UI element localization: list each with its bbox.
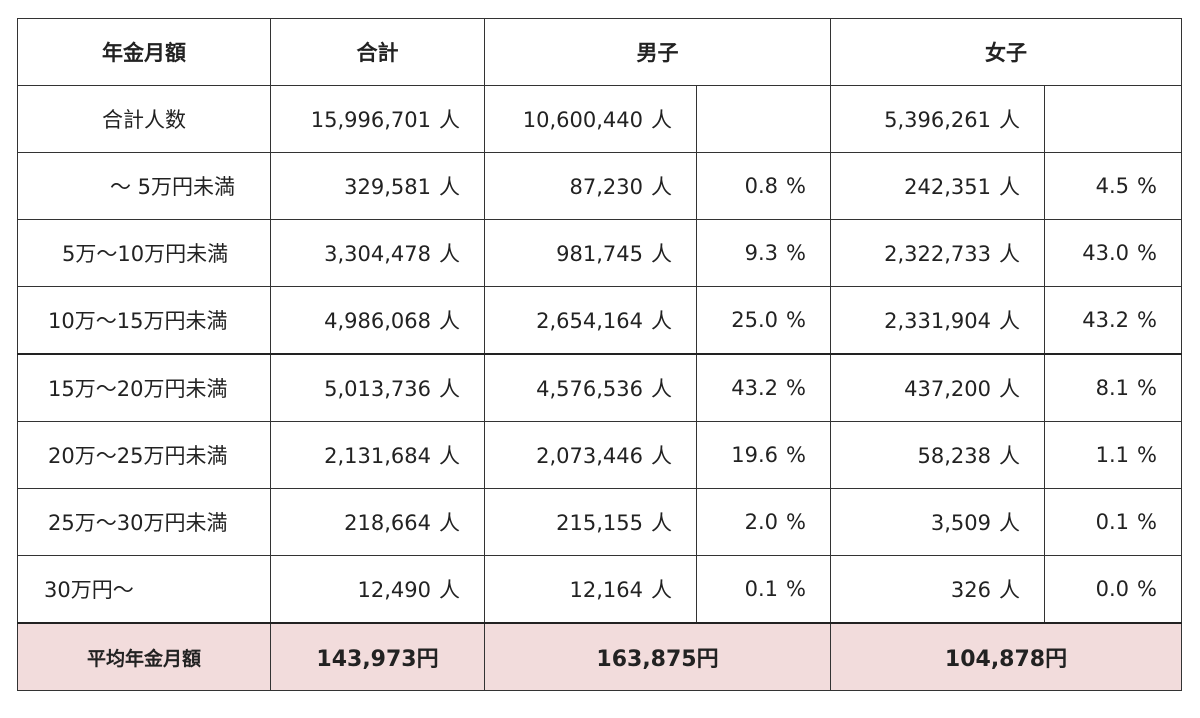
pct-male: 19.6% (696, 421, 831, 489)
bracket-label: 10万～15万円未満 (17, 286, 271, 355)
header-row: 年金月額 合計 男子 女子 (17, 18, 1182, 86)
total-count-all: 15,996,701 人 (270, 85, 485, 153)
average-row: 平均年金月額 143,973円 163,875円 104,878円 (17, 622, 1182, 691)
total-count-row: 合計人数 15,996,701 人 10,600,440 人 5,396,261 人 (17, 85, 1182, 153)
pct-female: 43.0% (1044, 219, 1182, 287)
average-total: 143,973円 (270, 622, 485, 691)
bracket-label: 20万～25万円未満 (17, 421, 271, 489)
pct-female: 8.1% (1044, 353, 1182, 422)
header-male: 男子 (484, 18, 831, 86)
count-male: 87,230 人 (484, 152, 697, 220)
count-male: 981,745 人 (484, 219, 697, 287)
total-count-female-pct (1044, 85, 1182, 153)
count-total: 3,304,478 人 (270, 219, 485, 287)
total-count-female: 5,396,261 人 (830, 85, 1045, 153)
count-male: 215,155 人 (484, 488, 697, 556)
average-male: 163,875円 (484, 622, 831, 691)
table-row: ～ 5万円未満 329,581 人 87,230 人 0.8% 242,351 人 4… (17, 152, 1182, 220)
header-total: 合計 (270, 18, 485, 86)
count-male: 4,576,536 人 (484, 353, 697, 422)
bracket-label: 30万円～ (17, 555, 271, 624)
pct-male: 25.0% (696, 286, 831, 355)
count-total: 5,013,736 人 (270, 353, 485, 422)
table-row: 10万～15万円未満 4,986,068 人 2,654,164 人 25.0% 2… (17, 286, 1182, 355)
pct-male: 0.1% (696, 555, 831, 624)
count-female: 3,509 人 (830, 488, 1045, 556)
pct-male: 43.2% (696, 353, 831, 422)
count-male: 2,073,446 人 (484, 421, 697, 489)
pct-female: 0.0% (1044, 555, 1182, 624)
pct-male: 9.3% (696, 219, 831, 287)
pct-female: 1.1% (1044, 421, 1182, 489)
pct-male: 2.0% (696, 488, 831, 556)
count-female: 326 人 (830, 555, 1045, 624)
pct-female: 0.1% (1044, 488, 1182, 556)
table-row: 30万円～ 12,490 人 12,164 人 0.1% 326 人 0.0% (17, 555, 1182, 624)
bracket-label: ～ 5万円未満 (17, 152, 271, 220)
bracket-label: 15万～20万円未満 (17, 353, 271, 422)
count-female: 437,200 人 (830, 353, 1045, 422)
count-total: 2,131,684 人 (270, 421, 485, 489)
count-total: 4,986,068 人 (270, 286, 485, 355)
pct-female: 43.2% (1044, 286, 1182, 355)
count-female: 58,238 人 (830, 421, 1045, 489)
count-total: 12,490 人 (270, 555, 485, 624)
total-count-label: 合計人数 (17, 85, 271, 153)
bracket-label: 25万～30万円未満 (17, 488, 271, 556)
pension-distribution-table: 年金月額 合計 男子 女子 合計人数 15,996,701 人 10,600,44… (17, 18, 1182, 691)
count-male: 2,654,164 人 (484, 286, 697, 355)
count-total: 218,664 人 (270, 488, 485, 556)
pct-male: 0.8% (696, 152, 831, 220)
count-total: 329,581 人 (270, 152, 485, 220)
count-female: 242,351 人 (830, 152, 1045, 220)
header-female: 女子 (830, 18, 1182, 86)
header-amount: 年金月額 (17, 18, 271, 86)
table-row: 25万～30万円未満 218,664 人 215,155 人 2.0% 3,509 人… (17, 488, 1182, 556)
table-row: 20万～25万円未満 2,131,684 人 2,073,446 人 19.6% 5… (17, 421, 1182, 489)
pct-female: 4.5% (1044, 152, 1182, 220)
table-row: 15万～20万円未満 5,013,736 人 4,576,536 人 43.2% 4… (17, 353, 1182, 422)
average-female: 104,878円 (830, 622, 1182, 691)
count-female: 2,322,733 人 (830, 219, 1045, 287)
total-count-male: 10,600,440 人 (484, 85, 697, 153)
bracket-label: 5万～10万円未満 (17, 219, 271, 287)
count-male: 12,164 人 (484, 555, 697, 624)
count-female: 2,331,904 人 (830, 286, 1045, 355)
total-count-male-pct (696, 85, 831, 153)
average-label: 平均年金月額 (17, 622, 271, 691)
table-row: 5万～10万円未満 3,304,478 人 981,745 人 9.3% 2,322… (17, 219, 1182, 287)
